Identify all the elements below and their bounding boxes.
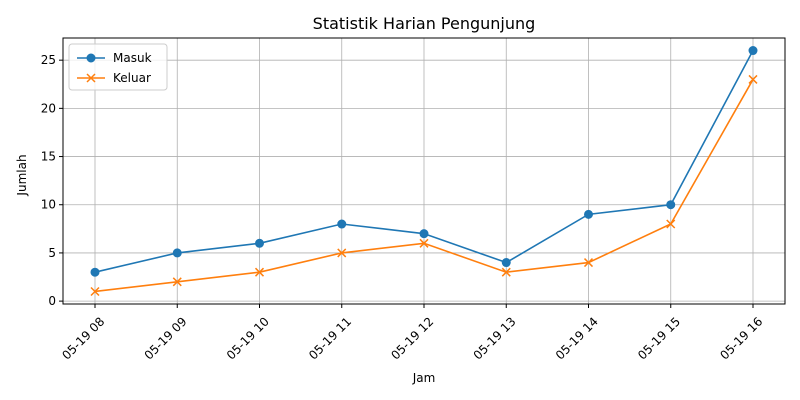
y-tick-label: 0 [48,294,56,308]
data-point-masuk [419,229,429,239]
y-tick-label: 5 [48,246,56,260]
x-tick-label: 05-19 15 [635,314,683,362]
y-axis-label: Jumlah [15,154,29,196]
data-point-keluar [172,277,182,287]
data-point-masuk [666,200,676,210]
data-point-masuk [172,248,182,258]
data-point-keluar [337,248,347,258]
legend-label-masuk: Masuk [113,51,152,65]
y-tick-label: 15 [41,150,56,164]
y-tick-label: 25 [41,53,56,67]
data-point-keluar [419,238,429,248]
x-tick-label: 05-19 09 [142,314,190,362]
data-point-masuk [748,46,758,56]
x-tick-label: 05-19 12 [388,314,436,362]
x-axis: 05-19 08 05-19 09 05-19 10 05-19 11 05-19 12… [59,304,765,362]
legend-marker-keluar [86,73,96,83]
x-tick-label: 05-19 11 [306,314,354,362]
x-tick-label: 05-19 16 [717,314,765,362]
x-tick-label: 05-19 14 [553,314,601,362]
y-tick-label: 20 [41,101,56,115]
data-point-masuk [501,258,511,268]
x-tick-label: 05-19 13 [471,314,519,362]
y-axis: 0 5 10 15 20 25 [41,53,63,308]
grid-lines [63,38,785,304]
legend-label-keluar: Keluar [113,71,151,85]
data-point-masuk [337,219,347,229]
data-point-keluar [583,258,594,268]
x-axis-label: Jam [412,371,436,385]
data-point-masuk [90,267,100,277]
series-layer [90,46,758,297]
data-point-keluar [666,219,676,229]
legend: Masuk Keluar [68,43,168,91]
legend-marker-masuk [86,53,96,63]
data-point-keluar [254,267,265,277]
chart-title: Statistik Harian Pengunjung [313,14,536,33]
data-point-masuk [584,209,593,219]
x-tick-label: 05-19 10 [224,314,272,362]
series-keluar [90,74,758,297]
data-point-keluar [748,74,758,84]
data-point-masuk [255,238,264,248]
data-point-keluar [501,267,511,277]
y-tick-label: 10 [41,198,56,212]
data-point-keluar [90,286,100,297]
x-tick-label: 05-19 08 [59,314,107,362]
series-masuk [90,46,758,277]
